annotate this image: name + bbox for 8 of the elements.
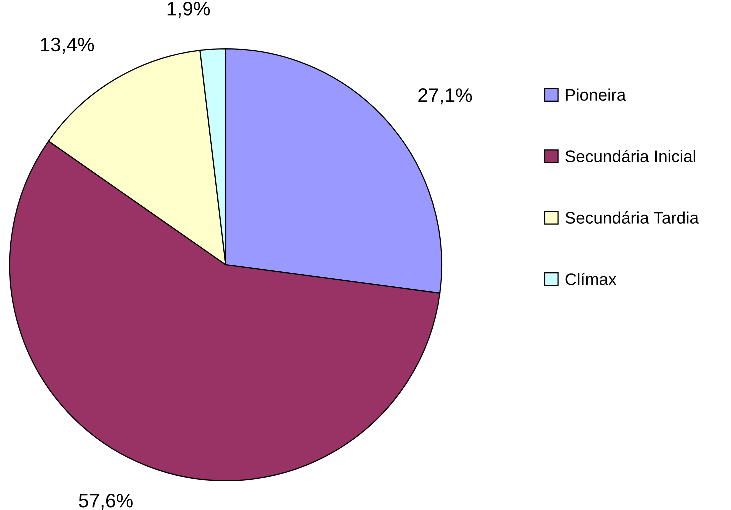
data-label: 1,9%: [168, 2, 210, 18]
legend-label: Secundária Tardia: [566, 212, 700, 224]
legend-label: Pioneira: [566, 88, 626, 102]
data-label: 27,1%: [418, 88, 472, 105]
legend-label: Clímax: [566, 272, 617, 286]
data-label: 57,6%: [79, 494, 133, 510]
legend-label: Secundária Inicial: [566, 150, 696, 162]
data-label: 13,4%: [41, 38, 94, 54]
